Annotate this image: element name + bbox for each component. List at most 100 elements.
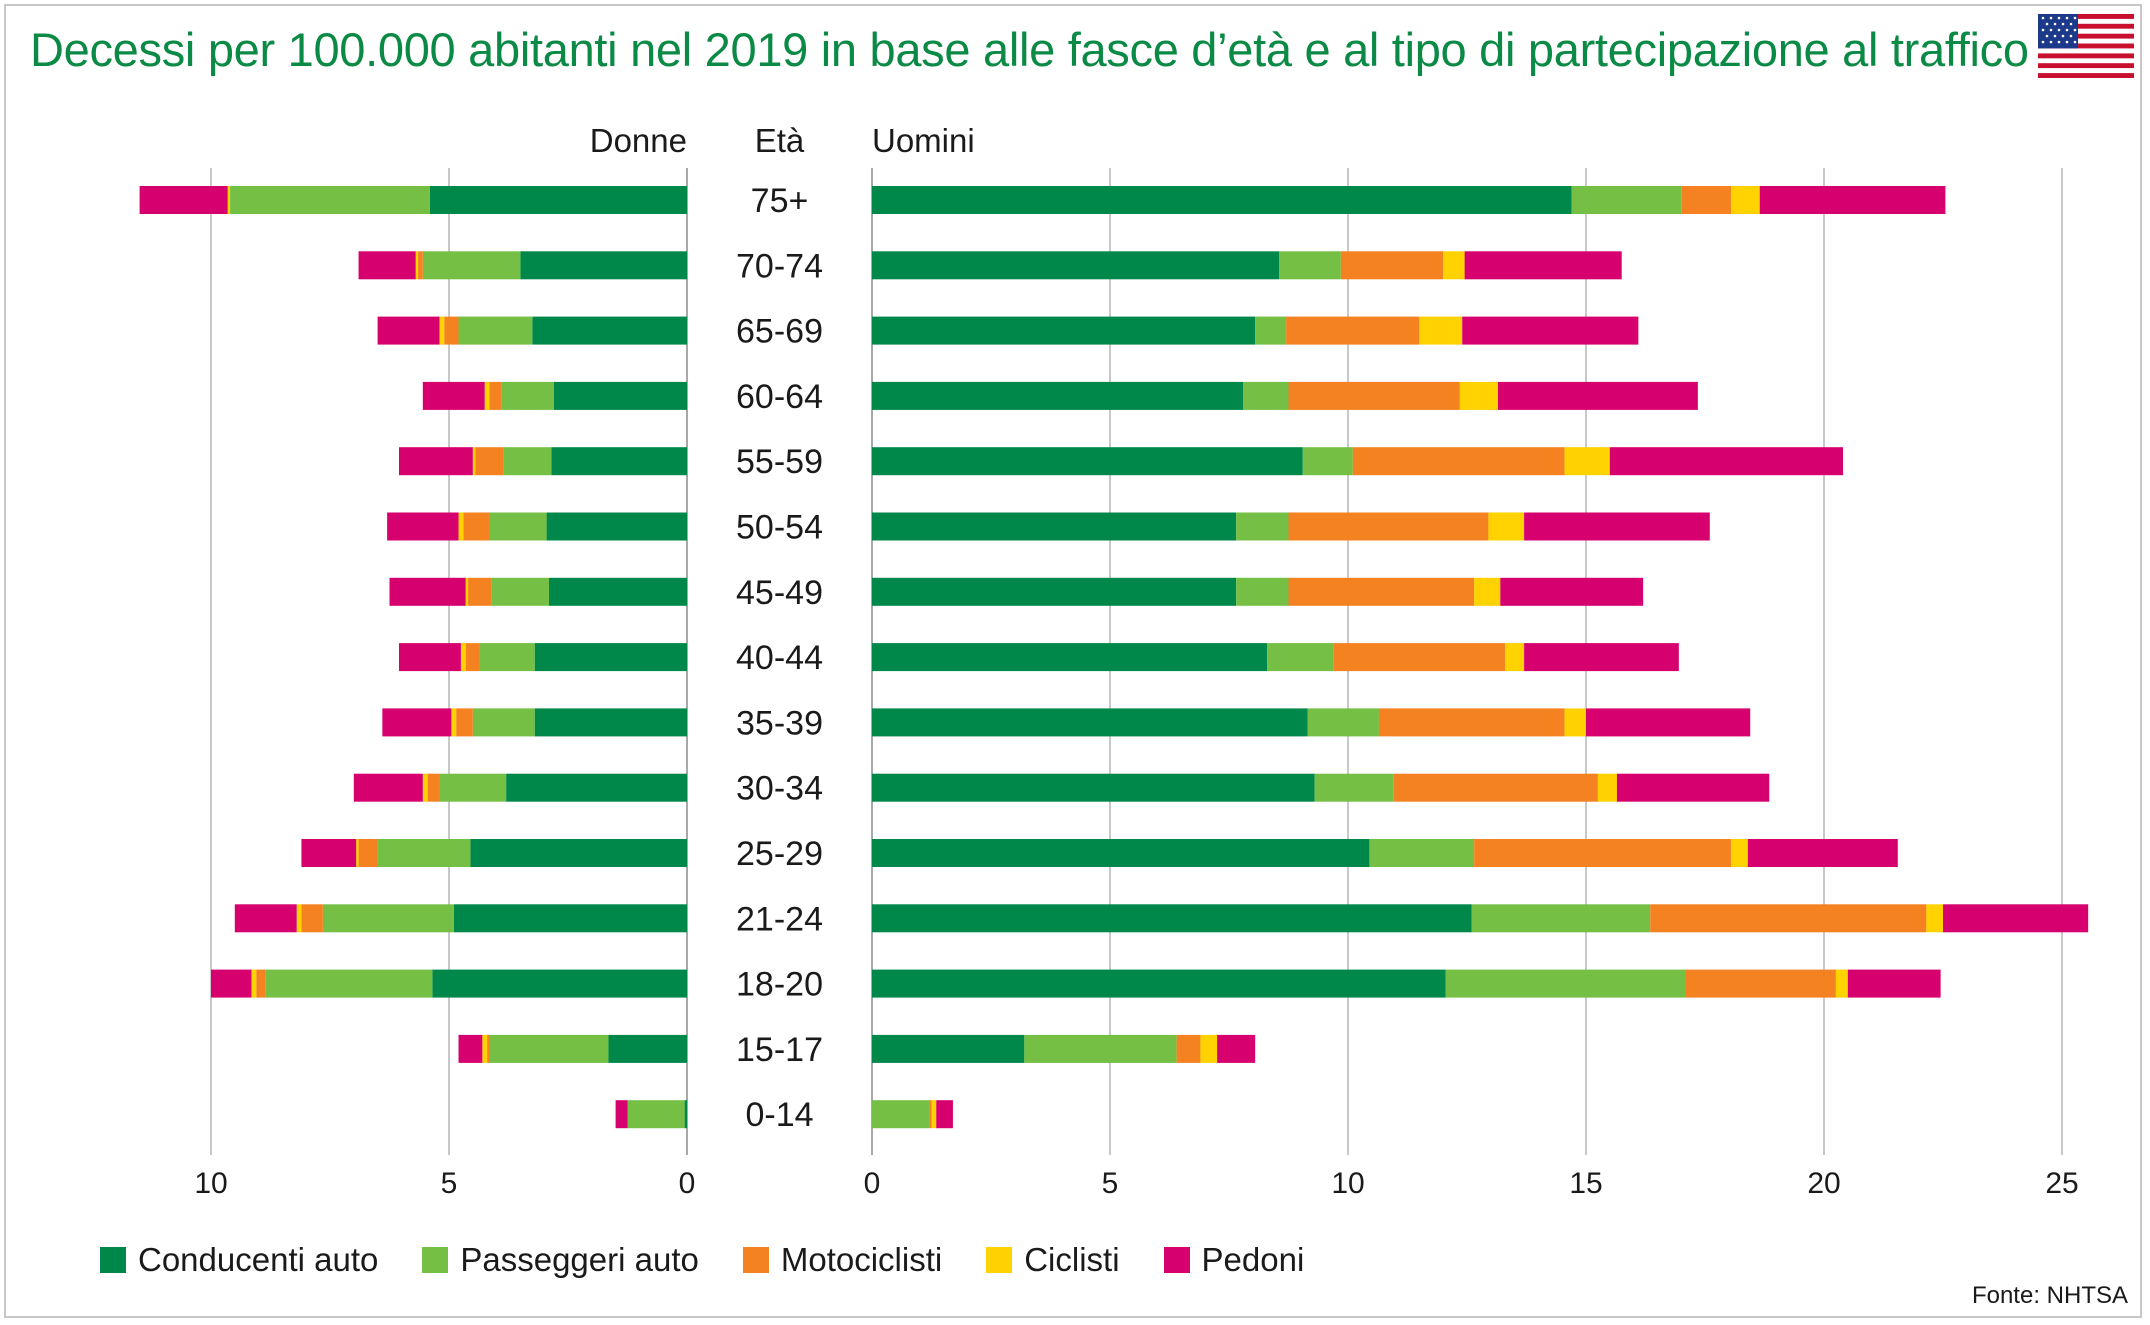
age-label-65-69: 65-69 <box>736 313 823 351</box>
bar-men-18-20-ciclisti <box>1835 969 1848 998</box>
bar-men-40-44-passeggeri-auto <box>1267 643 1334 672</box>
age-label-21-24: 21-24 <box>736 900 823 938</box>
bar-men-75-conducenti-auto <box>872 186 1572 214</box>
bar-women-55-59-motociclisti <box>475 447 504 476</box>
bar-women-40-44-motociclisti <box>465 643 480 672</box>
source-note: Fonte: NHTSA <box>1971 1282 2128 1309</box>
bar-men-75-motociclisti <box>1681 186 1732 214</box>
bar-men-25-29-conducenti-auto <box>872 839 1370 867</box>
bar-women-30-34-passeggeri-auto <box>439 773 507 802</box>
bar-women-40-44-passeggeri-auto <box>479 643 535 672</box>
bar-women-65-69-conducenti-auto <box>532 316 687 345</box>
bar-women-40-44-conducenti-auto <box>534 643 687 672</box>
bar-men-50-54-ciclisti <box>1488 512 1525 541</box>
bar-men-40-44-conducenti-auto <box>872 643 1268 672</box>
bar-men-75-ciclisti <box>1731 186 1760 214</box>
bar-men-18-20-passeggeri-auto <box>1445 969 1686 998</box>
legend-swatch-motociclisti <box>742 1247 769 1273</box>
bar-women-75-pedoni <box>139 186 228 214</box>
bar-women-0-14-pedoni <box>615 1100 628 1129</box>
bar-men-0-14-pedoni <box>936 1100 953 1129</box>
bar-women-45-49-motociclisti <box>468 577 492 606</box>
bar-men-65-69-motociclisti <box>1286 316 1420 345</box>
bar-men-50-54-conducenti-auto <box>872 512 1237 541</box>
bar-women-70-74-pedoni <box>358 251 416 280</box>
bar-men-18-20-motociclisti <box>1685 969 1836 998</box>
bar-men-50-54-pedoni <box>1524 512 1710 541</box>
bar-men-45-49-conducenti-auto <box>872 577 1237 606</box>
bar-women-75-ciclisti <box>227 186 231 214</box>
bar-men-65-69-conducenti-auto <box>872 316 1256 345</box>
bar-men-35-39-conducenti-auto <box>872 708 1308 737</box>
bar-men-21-24-passeggeri-auto <box>1471 904 1651 933</box>
bar-men-55-59-conducenti-auto <box>872 447 1303 476</box>
men-header: Uomini <box>872 122 975 159</box>
bar-men-45-49-motociclisti <box>1288 577 1475 606</box>
bar-women-70-74-passeggeri-auto <box>422 251 521 280</box>
bar-men-70-74-passeggeri-auto <box>1278 251 1341 280</box>
bar-men-25-29-pedoni <box>1747 839 1898 867</box>
bar-women-70-74-conducenti-auto <box>520 251 687 280</box>
legend-label-conducenti-auto: Conducenti auto <box>138 1241 379 1278</box>
bar-men-25-29-passeggeri-auto <box>1369 839 1475 867</box>
age-label-50-54: 50-54 <box>736 509 823 547</box>
legend: Conducenti auto Passeggeri auto Motociclis… <box>100 1241 1348 1279</box>
age-label-45-49: 45-49 <box>736 574 823 612</box>
bar-men-18-20-pedoni <box>1847 969 1941 998</box>
bar-women-50-54-ciclisti <box>458 512 464 541</box>
bar-men-60-64-passeggeri-auto <box>1243 381 1289 410</box>
bar-women-75-passeggeri-auto <box>230 186 430 214</box>
bar-women-65-69-pedoni <box>377 316 440 345</box>
bar-women-55-59-pedoni <box>399 447 473 476</box>
bar-men-60-64-conducenti-auto <box>872 381 1244 410</box>
bar-women-55-59-passeggeri-auto <box>503 447 552 476</box>
bar-women-75-conducenti-auto <box>429 186 687 214</box>
age-label-15-17: 15-17 <box>736 1031 823 1069</box>
bar-men-21-24-conducenti-auto <box>872 904 1472 933</box>
bar-men-30-34-conducenti-auto <box>872 773 1315 802</box>
tick-label-right-15: 15 <box>1569 1167 1602 1200</box>
age-label-0-14: 0-14 <box>745 1096 813 1134</box>
bar-women-60-64-passeggeri-auto <box>501 381 554 410</box>
bar-women-18-20-ciclisti <box>251 969 257 998</box>
bar-women-21-24-passeggeri-auto <box>322 904 454 933</box>
bar-women-60-64-conducenti-auto <box>553 381 687 410</box>
bar-women-30-34-pedoni <box>353 773 423 802</box>
legend-label-motociclisti: Motociclisti <box>780 1241 943 1278</box>
bar-men-55-59-pedoni <box>1609 447 1844 476</box>
tick-label-left-5: 5 <box>441 1167 458 1200</box>
bar-women-18-20-motociclisti <box>256 969 266 998</box>
bar-women-50-54-motociclisti <box>463 512 490 541</box>
bar-women-50-54-conducenti-auto <box>546 512 687 541</box>
bar-men-55-59-passeggeri-auto <box>1302 447 1353 476</box>
chart-title: Decessi per 100.000 abitanti nel 2019 in… <box>30 23 2029 76</box>
bar-women-18-20-pedoni <box>211 969 252 998</box>
bar-women-35-39-passeggeri-auto <box>472 708 535 737</box>
tick-label-left-10: 10 <box>194 1167 227 1200</box>
legend-item-pedoni: Pedoni <box>1163 1241 1304 1279</box>
bar-women-21-24-ciclisti <box>296 904 302 933</box>
bar-men-21-24-motociclisti <box>1650 904 1927 933</box>
bar-men-65-69-ciclisti <box>1419 316 1463 345</box>
tick-label-right-5: 5 <box>1102 1167 1119 1200</box>
bar-women-45-49-pedoni <box>389 577 466 606</box>
bar-women-15-17-motociclisti <box>487 1034 490 1063</box>
bar-men-0-14-passeggeri-auto <box>872 1100 930 1129</box>
bar-women-25-29-motociclisti <box>358 839 378 867</box>
bar-women-35-39-conducenti-auto <box>534 708 687 737</box>
bar-men-50-54-passeggeri-auto <box>1236 512 1289 541</box>
bar-women-15-17-conducenti-auto <box>608 1034 687 1063</box>
bar-women-21-24-pedoni <box>234 904 297 933</box>
bar-women-25-29-pedoni <box>301 839 357 867</box>
bar-women-65-69-motociclisti <box>444 316 459 345</box>
bar-women-35-39-pedoni <box>382 708 452 737</box>
bar-women-40-44-pedoni <box>399 643 461 672</box>
age-label-40-44: 40-44 <box>736 639 823 677</box>
bar-men-30-34-motociclisti <box>1393 773 1598 802</box>
bar-men-55-59-ciclisti <box>1564 447 1610 476</box>
bar-women-50-54-passeggeri-auto <box>489 512 547 541</box>
bar-men-25-29-motociclisti <box>1474 839 1732 867</box>
bar-women-60-64-motociclisti <box>489 381 502 410</box>
bar-women-30-34-ciclisti <box>422 773 428 802</box>
